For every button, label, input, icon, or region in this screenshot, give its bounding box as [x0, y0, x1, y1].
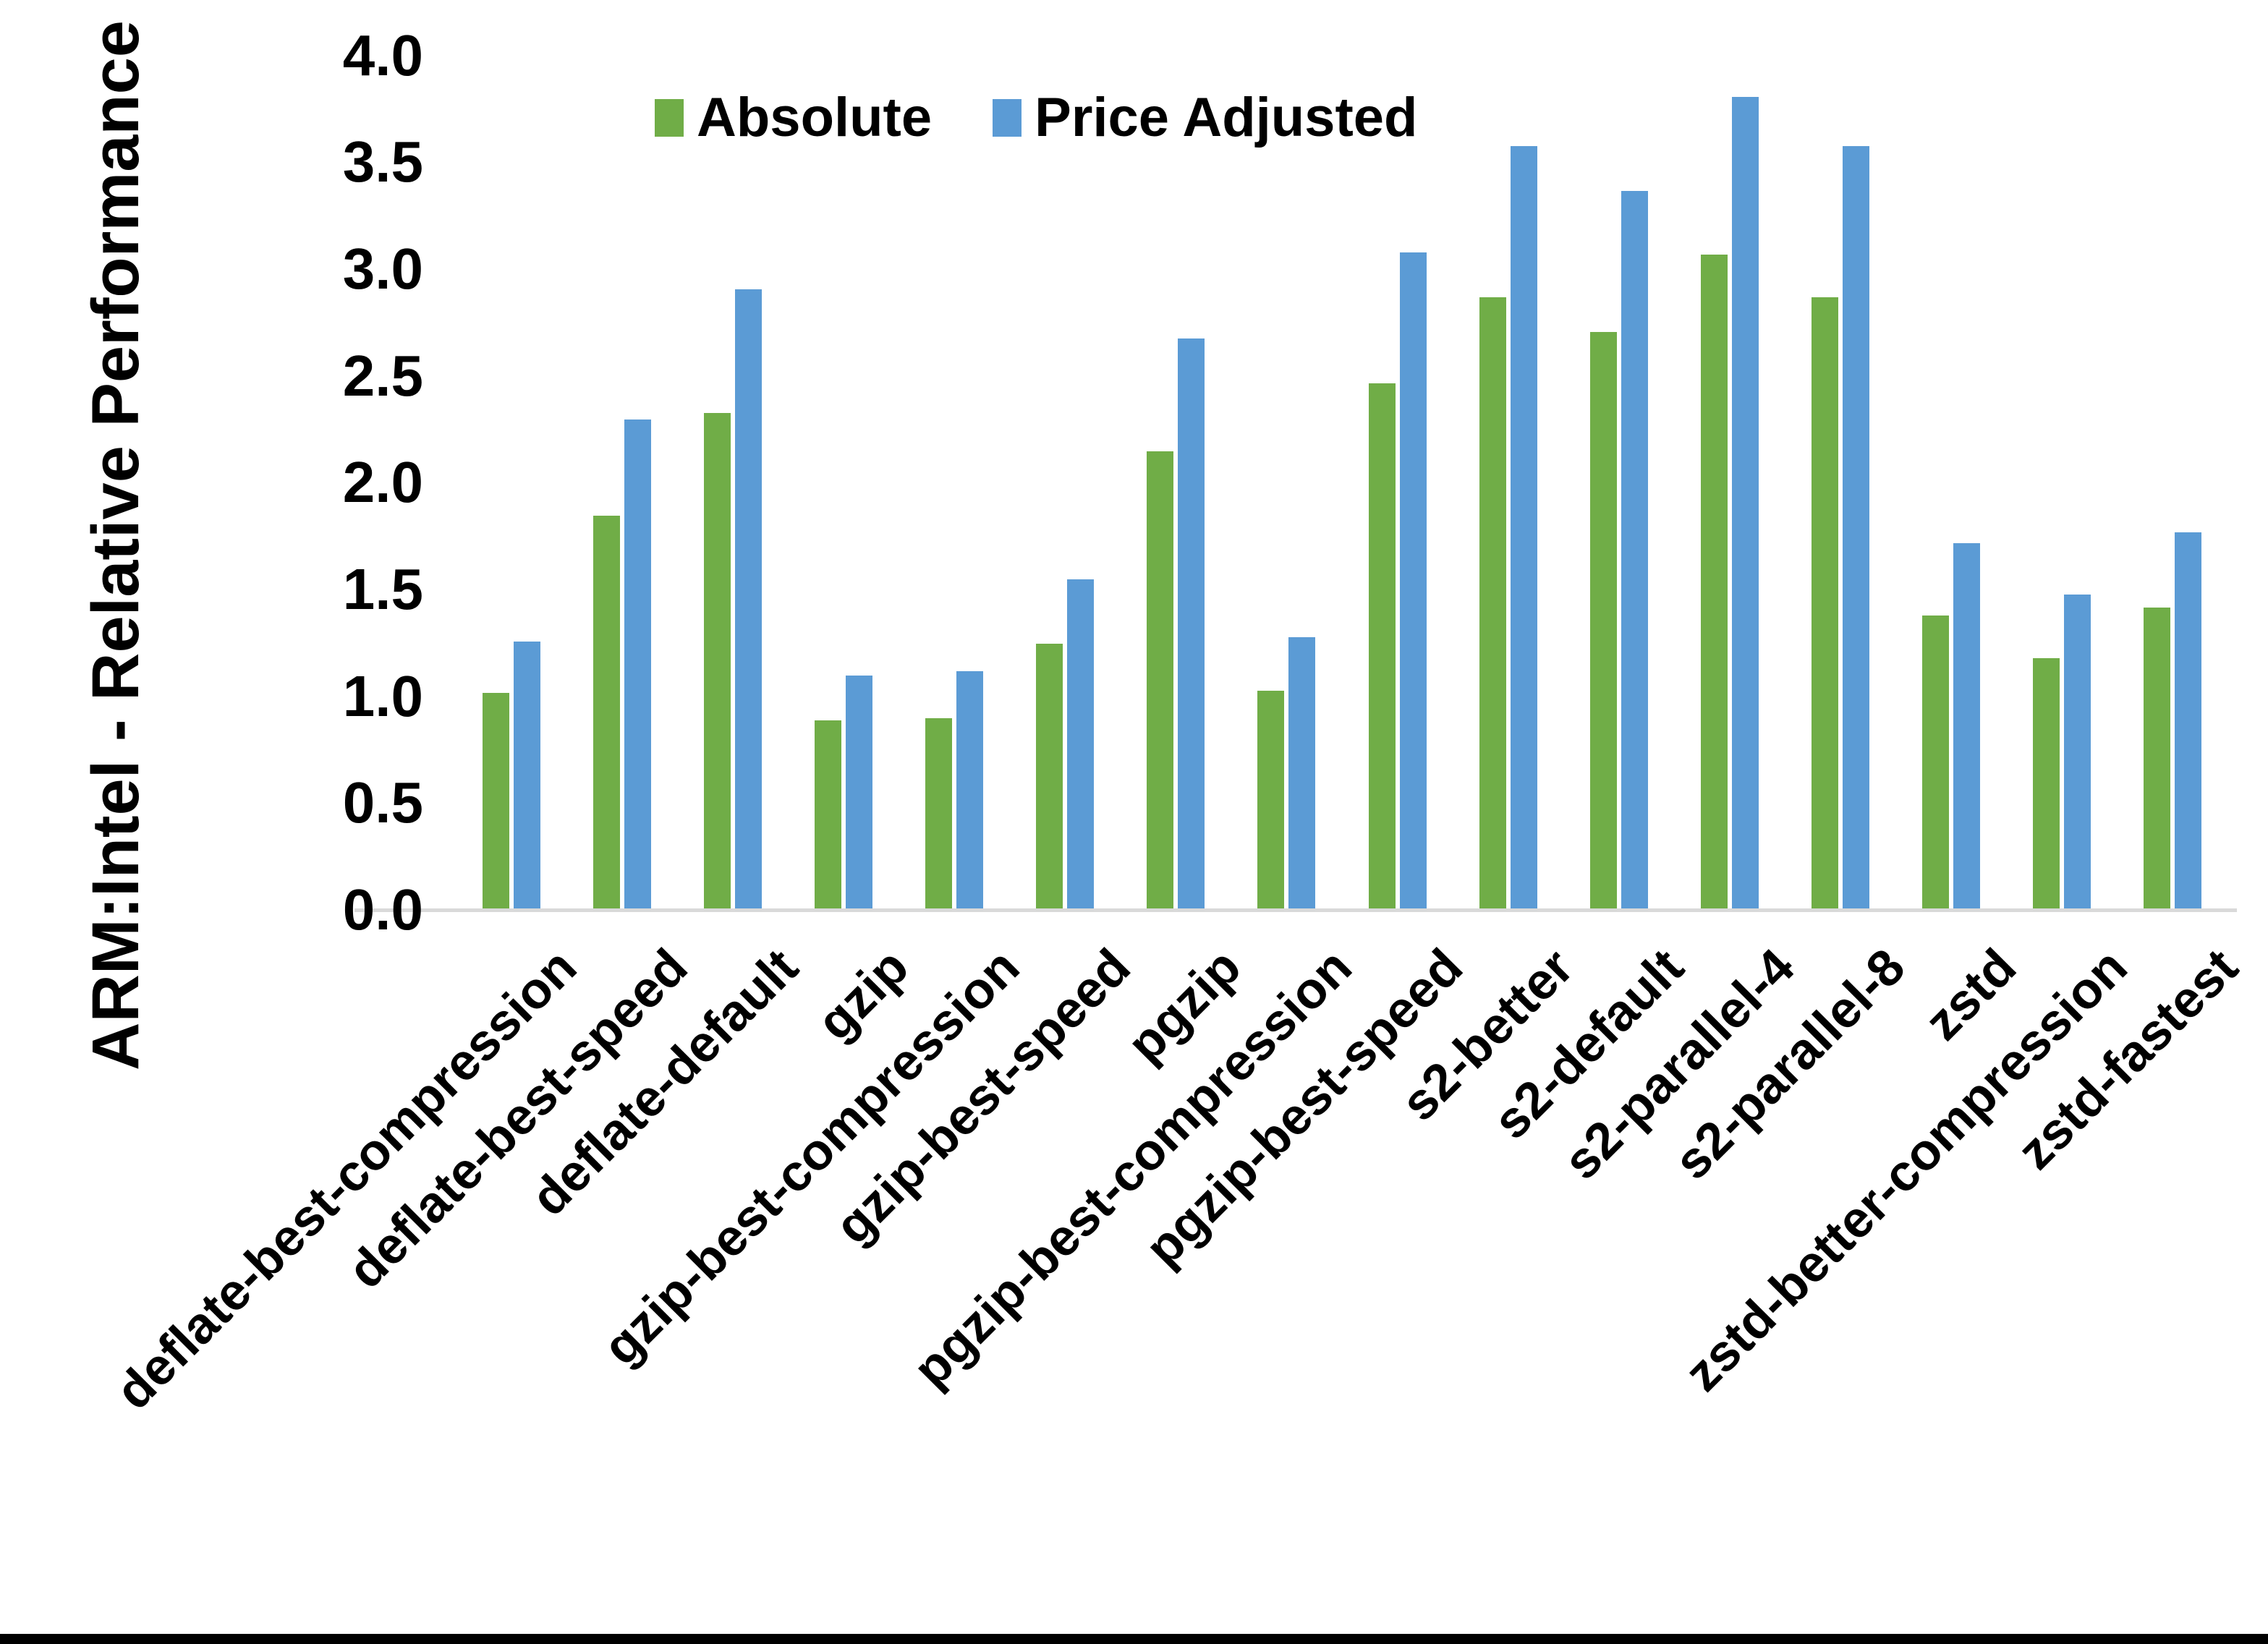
bar-price-adjusted-s2-parallel-8 — [1843, 146, 1869, 908]
bar-price-adjusted-deflate-best-speed — [624, 419, 651, 908]
bar-price-adjusted-pgzip — [1178, 338, 1205, 908]
bar-absolute-gzip-best-compression — [925, 718, 952, 908]
bar-price-adjusted-gzip — [846, 676, 872, 908]
bar-price-adjusted-gzip-best-compression — [956, 671, 983, 908]
bar-absolute-deflate-default — [704, 413, 731, 908]
y-tick-label-3.5: 3.5 — [342, 129, 423, 195]
legend: Absolute Price Adjusted — [655, 85, 1417, 150]
bar-price-adjusted-zstd — [1953, 543, 1980, 908]
y-tick-label-3.0: 3.0 — [342, 237, 423, 302]
y-tick-label-0.0: 0.0 — [342, 877, 423, 942]
bar-absolute-gzip-best-speed — [1036, 644, 1063, 908]
bar-price-adjusted-pgzip-best-compression — [1288, 637, 1315, 908]
bar-absolute-s2-default — [1590, 332, 1617, 908]
bar-price-adjusted-s2-better — [1511, 146, 1537, 908]
y-tick-label-0.5: 0.5 — [342, 770, 423, 835]
bar-absolute-zstd-fastest — [2144, 608, 2170, 908]
y-tick-label-1.5: 1.5 — [342, 557, 423, 622]
y-tick-label-2.5: 2.5 — [342, 343, 423, 408]
legend-swatch-absolute — [655, 99, 684, 137]
bar-absolute-s2-better — [1479, 297, 1506, 908]
y-tick-label-2.0: 2.0 — [342, 450, 423, 515]
legend-item-price-adjusted: Price Adjusted — [993, 85, 1417, 150]
bar-absolute-zstd-better-compression — [2033, 658, 2060, 908]
y-tick-label-1.0: 1.0 — [342, 663, 423, 728]
bar-absolute-deflate-best-speed — [593, 516, 620, 908]
legend-label-absolute: Absolute — [697, 87, 933, 148]
bar-absolute-deflate-best-compression — [483, 693, 509, 908]
bar-price-adjusted-deflate-default — [735, 289, 762, 908]
x-axis-line — [354, 908, 2237, 912]
bar-absolute-zstd — [1922, 616, 1949, 908]
bar-absolute-gzip — [815, 720, 841, 908]
y-tick-label-4.0: 4.0 — [342, 22, 423, 88]
bar-price-adjusted-deflate-best-compression — [514, 642, 540, 908]
window-bottom-border — [0, 1634, 2268, 1644]
legend-item-absolute: Absolute — [655, 85, 932, 150]
bar-absolute-s2-parallel-8 — [1812, 297, 1838, 908]
bar-price-adjusted-zstd-better-compression — [2064, 595, 2091, 908]
bar-absolute-s2-parallel-4 — [1701, 255, 1728, 908]
bar-price-adjusted-s2-parallel-4 — [1732, 97, 1759, 908]
legend-label-price-adjusted: Price Adjusted — [1035, 87, 1418, 148]
x-category-label-deflate-best-compression: deflate-best-compression — [105, 938, 588, 1421]
bar-price-adjusted-zstd-fastest — [2175, 532, 2201, 908]
bar-absolute-pgzip — [1147, 451, 1173, 908]
legend-swatch-price-adjusted — [993, 99, 1022, 137]
bar-absolute-pgzip-best-speed — [1369, 383, 1396, 908]
bar-absolute-pgzip-best-compression — [1257, 691, 1284, 908]
bar-price-adjusted-gzip-best-speed — [1067, 579, 1094, 908]
bar-price-adjusted-s2-default — [1621, 191, 1648, 908]
bar-price-adjusted-pgzip-best-speed — [1400, 252, 1427, 908]
